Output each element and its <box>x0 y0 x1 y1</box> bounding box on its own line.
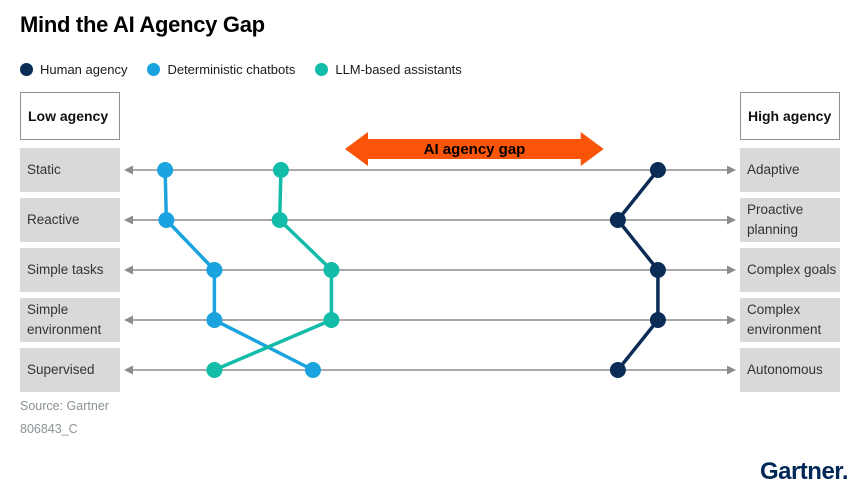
legend-label: LLM-based assistants <box>335 62 462 77</box>
row-label-reactive: Reactive <box>20 198 120 242</box>
source-text: Source: Gartner <box>20 399 109 413</box>
row-label-autonomous: Autonomous <box>740 348 840 392</box>
axis-arrow-right-icon <box>727 215 736 225</box>
data-point-human-agency <box>649 162 666 178</box>
axis-arrow-left-icon <box>124 315 133 325</box>
data-point-llm-based-assistants <box>206 362 223 378</box>
row-label-adaptive: Adaptive <box>740 148 840 192</box>
data-point-human-agency <box>609 212 626 228</box>
axis-arrow-left-icon <box>124 365 133 375</box>
gap-arrow-label: AI agency gap <box>423 141 526 158</box>
legend-dot-icon <box>147 63 161 76</box>
gap-double-arrow-icon <box>344 132 604 166</box>
axis-arrow-right-icon <box>727 315 736 325</box>
legend-label: Deterministic chatbots <box>167 62 296 77</box>
row-label-static: Static <box>20 148 120 192</box>
legend-item-deterministic-chatbots: Deterministic chatbots <box>147 62 295 77</box>
high-agency-header: High agency <box>740 92 840 140</box>
data-point-deterministic-chatbots <box>158 212 175 228</box>
axis-arrow-left-icon <box>124 165 133 175</box>
data-point-human-agency <box>649 262 666 278</box>
data-point-deterministic-chatbots <box>206 312 223 328</box>
row-label-proactive-planning: Proactive planning <box>740 198 840 242</box>
axis-arrow-right-icon <box>727 265 736 275</box>
row-label-simple-tasks: Simple tasks <box>20 248 120 292</box>
data-point-llm-based-assistants <box>271 212 288 228</box>
low-agency-header: Low agency <box>20 92 120 140</box>
data-point-llm-based-assistants <box>323 262 340 278</box>
gartner-logo: Gartner. <box>759 458 849 485</box>
row-label-supervised: Supervised <box>20 348 120 392</box>
legend-item-llm-based-assistants: LLM-based assistants <box>315 62 462 77</box>
data-point-deterministic-chatbots <box>206 262 223 278</box>
data-point-human-agency <box>609 362 626 378</box>
row-label-simple-environment: Simple environment <box>20 298 120 342</box>
page-title: Mind the AI Agency Gap <box>20 12 265 37</box>
row-label-complex-goals: Complex goals <box>740 248 840 292</box>
data-point-deterministic-chatbots <box>157 162 174 178</box>
legend: Human agency Deterministic chatbots LLM-… <box>20 62 462 77</box>
legend-item-human-agency: Human agency <box>20 62 127 77</box>
legend-dot-icon <box>20 63 33 76</box>
data-point-llm-based-assistants <box>323 312 340 328</box>
axis-arrow-right-icon <box>727 165 736 175</box>
axis-arrow-left-icon <box>124 265 133 275</box>
data-point-llm-based-assistants <box>272 162 289 178</box>
data-point-human-agency <box>649 312 666 328</box>
row-label-complex-environment: Complex environment <box>740 298 840 342</box>
doc-id: 806843_C <box>20 422 78 436</box>
axis-arrow-right-icon <box>727 365 736 375</box>
axis-arrow-left-icon <box>124 215 133 225</box>
data-point-deterministic-chatbots <box>304 362 321 378</box>
legend-label: Human agency <box>40 62 128 77</box>
legend-dot-icon <box>315 63 329 76</box>
